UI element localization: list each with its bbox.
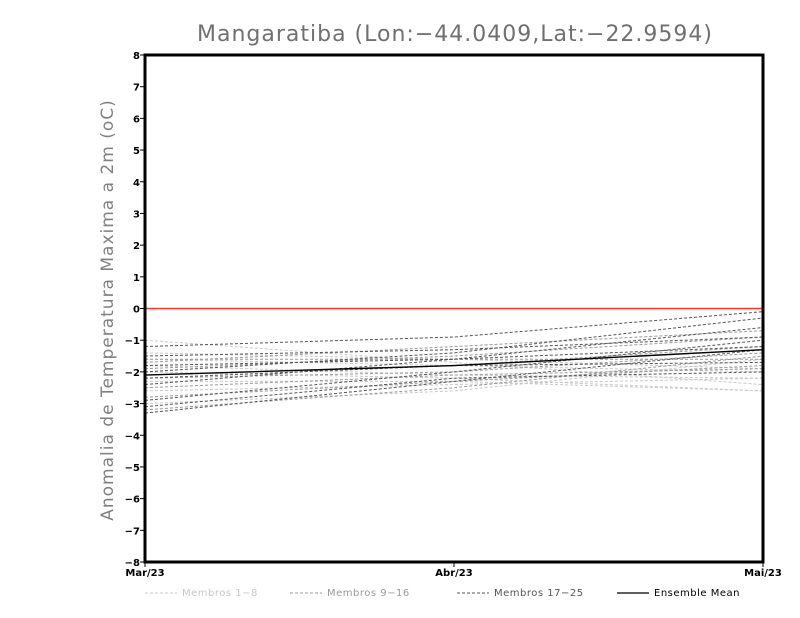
member-line-g3-9 [144,336,764,357]
member-line-g2-1 [144,330,764,363]
y-tick-label: 6 [133,114,140,125]
y-tick-label: 1 [133,273,140,284]
y-tick-label: 2 [133,241,140,252]
member-line-g1-3 [145,380,764,392]
y-tick-label: −4 [125,431,140,442]
member-line-g1-7 [144,352,764,370]
member-line-g3-6 [144,346,764,367]
y-tick-label: 4 [133,178,140,189]
y-tick-label: −8 [125,558,140,569]
member-line-g1-6 [144,377,764,392]
y-tick-label: 5 [133,146,140,157]
y-tick-label: −2 [125,368,140,379]
y-tick-label: −5 [125,463,140,474]
series-layer [144,311,764,414]
member-line-g2-4 [144,355,764,411]
y-axis-label: Anomalia de Temperatura Maxima a 2m (oC) [98,99,118,521]
y-tick-label: −1 [125,336,140,347]
member-line-g2-6 [144,365,764,398]
member-line-g1-5 [144,358,764,373]
legend-label-membros-17-25: Membros 17−25 [494,588,584,599]
y-axis: 8 7 6 5 4 3 2 1 0 −1 −2 −3 −4 −5 −6 −7 −8 [125,51,145,569]
member-line-g1-2 [144,365,764,379]
legend-label-membros-9-16: Membros 9−16 [327,588,410,599]
member-line-g3-7 [144,361,764,379]
member-line-g3-1 [144,311,764,348]
legend-label-ensemble-mean: Ensemble Mean [654,588,740,599]
y-tick-label: −6 [125,495,140,506]
y-tick-label: 8 [133,51,140,62]
chart-title: Mangaratiba (Lon:−44.0409,Lat:−22.9594) [197,22,713,47]
member-line-g3-8 [144,371,764,408]
x-tick-label: Abr/23 [435,568,472,579]
x-axis: Mar/23 Abr/23 Mai/23 [125,562,782,579]
member-line-g3-3 [144,327,764,386]
y-tick-label: −3 [125,400,140,411]
member-line-g1-8 [144,371,764,392]
y-tick-label: −7 [125,526,140,537]
member-line-g2-5 [144,336,764,370]
legend-label-membros-1-8: Membros 1−8 [182,588,258,599]
legend: Membros 1−8 Membros 9−16 Membros 17−25 E… [145,588,740,599]
mean-layer [144,348,764,376]
x-tick-label: Mar/23 [125,568,164,579]
member-line-g3-5 [144,349,764,414]
y-tick-label: 7 [133,83,140,94]
member-line-g2-2 [144,346,764,376]
member-line-g3-2 [144,317,764,373]
ensemble-mean-line [144,348,764,376]
y-tick-label: 3 [133,209,140,220]
y-tick-label: 0 [133,305,140,316]
x-tick-label: Mai/23 [744,568,782,579]
